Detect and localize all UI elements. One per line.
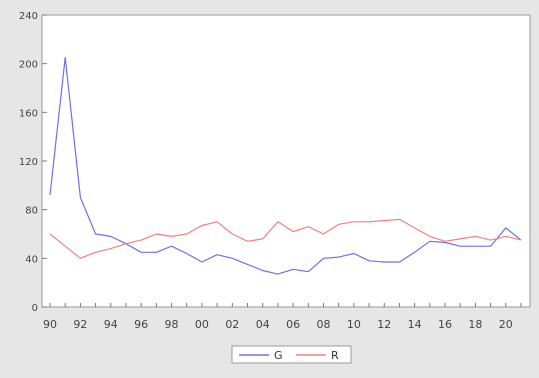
x-tick-label: 94 [104, 318, 118, 331]
x-tick-label: 98 [165, 318, 179, 331]
x-tick-label: 14 [408, 318, 422, 331]
x-axis: 90 92 94 96 98 00 02 04 06 08 10 12 14 16 18 20 [43, 303, 522, 331]
x-tick-label: 08 [316, 318, 330, 331]
y-tick-label: 40 [25, 254, 38, 265]
legend-label-g: G [274, 349, 283, 362]
y-tick-label: 240 [19, 11, 38, 22]
y-tick-label: 160 [19, 108, 38, 119]
x-tick-label: 06 [286, 318, 300, 331]
x-tick-label: 96 [134, 318, 148, 331]
plot-area [41, 14, 531, 308]
y-tick-label: 0 [32, 303, 38, 314]
series-line-g [49, 56, 522, 275]
x-tick-label: 10 [347, 318, 361, 331]
x-tick-label: 12 [377, 318, 391, 331]
series-layer [49, 56, 522, 275]
series-line-r [49, 218, 522, 259]
x-tick-label: 00 [195, 318, 209, 331]
legend-label-r: R [331, 349, 339, 362]
x-tick-label: 16 [438, 318, 452, 331]
x-tick-label: 90 [43, 318, 57, 331]
x-tick-label: 20 [499, 318, 513, 331]
x-tick-label: 18 [468, 318, 482, 331]
y-tick-label: 120 [19, 157, 38, 168]
x-tick-label: 02 [225, 318, 239, 331]
x-tick-label: 92 [73, 318, 87, 331]
legend-box [231, 345, 352, 364]
y-axis: 0 40 80 120 160 200 240 [19, 11, 47, 314]
x-tick-label: 04 [256, 318, 270, 331]
y-tick-label: 80 [25, 206, 38, 217]
y-tick-label: 200 [19, 60, 38, 71]
